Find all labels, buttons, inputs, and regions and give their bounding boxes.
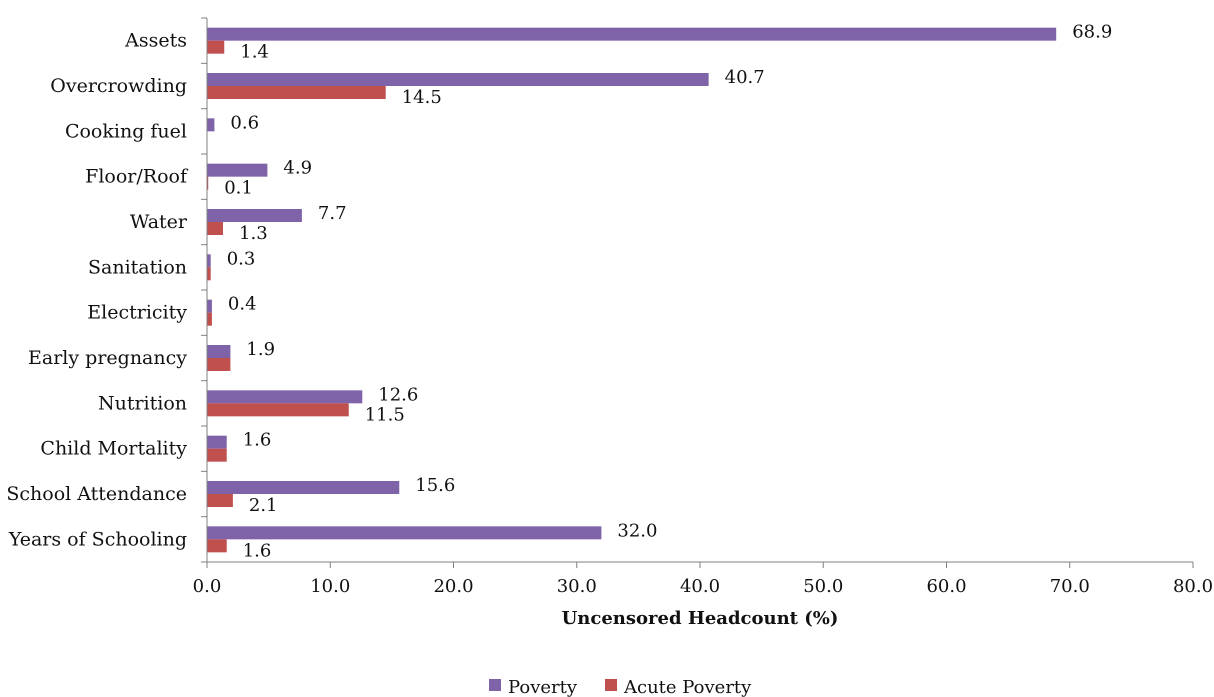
x-tick-label: 50.0 bbox=[803, 576, 843, 597]
acute-poverty-bar bbox=[207, 176, 209, 190]
category-label: Electricity bbox=[87, 302, 187, 324]
acute-poverty-bar bbox=[207, 222, 224, 235]
data-labels: 68.9 40.7 0.6 4.9 7.7 0.3 0.4 1.9 12.6 1.6 15.6 32.… bbox=[224, 22, 1112, 562]
category-label: Early pregnancy bbox=[28, 347, 187, 369]
acute-poverty-bar bbox=[207, 494, 233, 507]
acute-poverty-bar bbox=[207, 358, 231, 371]
category-label: Overcrowding bbox=[50, 75, 187, 97]
poverty-bar bbox=[207, 118, 215, 132]
category-label: Cooking fuel bbox=[65, 120, 187, 142]
category-labels: Assets Overcrowding Cooking fuel Floor/Roof… bbox=[6, 30, 189, 551]
acute-poverty-data-label: 1.3 bbox=[239, 223, 268, 244]
poverty-bar bbox=[207, 209, 302, 222]
category-label: Floor/Roof bbox=[85, 166, 189, 188]
poverty-bar bbox=[207, 163, 268, 177]
category-label: Sanitation bbox=[88, 256, 187, 278]
poverty-data-label: 7.7 bbox=[318, 203, 347, 224]
x-tick-label: 80.0 bbox=[1173, 576, 1213, 597]
poverty-data-label: 0.6 bbox=[230, 112, 259, 133]
poverty-data-label: 0.3 bbox=[227, 248, 256, 269]
acute-poverty-data-label: 2.1 bbox=[249, 495, 278, 516]
poverty-data-label: 12.6 bbox=[378, 384, 418, 405]
category-label: Water bbox=[130, 211, 188, 233]
poverty-data-label: 1.6 bbox=[243, 430, 272, 451]
poverty-data-label: 40.7 bbox=[725, 67, 765, 88]
x-axis-title: Uncensored Headcount (%) bbox=[562, 608, 839, 629]
x-tick-label: 40.0 bbox=[680, 576, 720, 597]
poverty-data-label: 4.9 bbox=[283, 158, 312, 179]
x-tick-label: 20.0 bbox=[433, 576, 473, 597]
x-tick-label: 30.0 bbox=[557, 576, 597, 597]
poverty-data-label: 32.0 bbox=[617, 520, 657, 541]
poverty-data-label: 15.6 bbox=[415, 475, 455, 496]
poverty-bar bbox=[207, 27, 1057, 41]
acute-poverty-bar bbox=[207, 403, 349, 417]
legend: Poverty Acute Poverty bbox=[489, 677, 752, 697]
category-label: Assets bbox=[124, 30, 187, 52]
category-label: Years of Schooling bbox=[8, 528, 187, 550]
category-label: Child Mortality bbox=[40, 438, 187, 460]
bars bbox=[207, 27, 1057, 553]
poverty-bar bbox=[207, 390, 363, 404]
acute-poverty-data-label: 1.4 bbox=[240, 42, 269, 63]
poverty-bar bbox=[207, 254, 211, 268]
poverty-data-label: 68.9 bbox=[1072, 22, 1112, 43]
legend-swatch-poverty bbox=[489, 679, 501, 691]
acute-poverty-bar bbox=[207, 40, 225, 54]
poverty-bar bbox=[207, 481, 400, 494]
acute-poverty-bar bbox=[207, 86, 386, 99]
acute-poverty-data-label: 1.6 bbox=[243, 540, 272, 561]
legend-label: Poverty bbox=[508, 677, 578, 697]
poverty-data-label: 1.9 bbox=[246, 339, 275, 360]
x-tick-label: 60.0 bbox=[926, 576, 966, 597]
acute-poverty-data-label: 0.1 bbox=[224, 178, 253, 199]
poverty-bar bbox=[207, 435, 227, 449]
legend-label: Acute Poverty bbox=[623, 677, 752, 697]
poverty-bar bbox=[207, 299, 212, 313]
x-tick-label: 70.0 bbox=[1050, 576, 1090, 597]
poverty-data-label: 0.4 bbox=[228, 294, 257, 315]
legend-swatch-acute-poverty bbox=[605, 679, 617, 691]
poverty-bar bbox=[207, 73, 709, 86]
category-label: School Attendance bbox=[6, 483, 187, 505]
poverty-bar bbox=[207, 345, 231, 358]
acute-poverty-bar bbox=[207, 539, 227, 553]
x-tick-label: 0.0 bbox=[193, 576, 222, 597]
acute-poverty-bar bbox=[207, 312, 212, 326]
x-tick-labels: 0.0 10.0 20.0 30.0 40.0 50.0 60.0 70.0 80.0 bbox=[193, 576, 1213, 597]
acute-poverty-data-label: 14.5 bbox=[402, 87, 442, 108]
acute-poverty-bar bbox=[207, 448, 227, 462]
x-tick-label: 10.0 bbox=[310, 576, 350, 597]
axes bbox=[201, 17, 1194, 568]
category-label: Nutrition bbox=[98, 392, 187, 414]
poverty-bar bbox=[207, 526, 602, 540]
acute-poverty-bar bbox=[207, 267, 211, 281]
acute-poverty-data-label: 11.5 bbox=[365, 404, 405, 425]
